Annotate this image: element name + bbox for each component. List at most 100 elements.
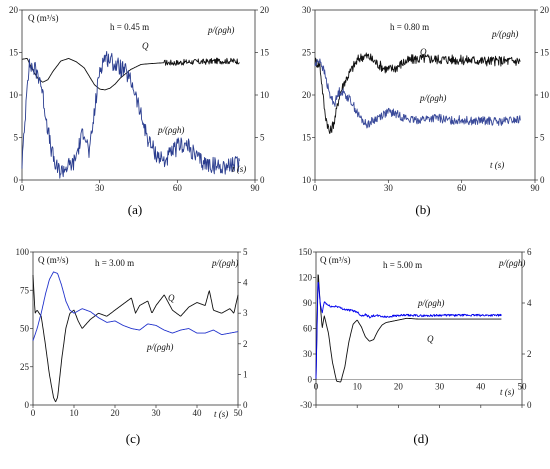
y-tick-label: 0 [14, 175, 19, 185]
series-label-p: p/(ρgh) [417, 298, 444, 308]
y2-tick-label: 0 [527, 400, 532, 410]
series-label-Q: Q [142, 41, 149, 51]
series-line-p [32, 271, 239, 341]
y-tick-label: 150 [299, 247, 313, 257]
x-tick-label: 10 [70, 408, 80, 418]
y2-tick-label: 2 [243, 339, 248, 349]
y-tick-label: 25 [302, 48, 312, 58]
y-tick-label: 30 [302, 5, 312, 15]
y-tick-label: 60 [303, 324, 313, 334]
right-axis-label: p/(ρgh) [211, 258, 238, 268]
right-axis-label: p/(ρgh) [207, 25, 234, 35]
head-annotation: h = 0.80 m [390, 22, 429, 32]
y2-tick-label: 4 [527, 298, 532, 308]
x-tick-label: 40 [193, 408, 203, 418]
x-tick-label: 30 [95, 183, 105, 193]
x-tick-label: 30 [152, 408, 162, 418]
series-label-Q: Q [168, 293, 175, 303]
x-tick-label: 0 [314, 382, 319, 392]
y2-tick-label: 3 [243, 308, 248, 318]
time-axis-label: t (s) [500, 387, 514, 397]
series-label-p: p/(ρgh) [419, 93, 446, 103]
time-axis-label: t (s) [490, 160, 504, 170]
y-tick-label: 15 [9, 48, 19, 58]
time-axis-label: t (s) [232, 164, 246, 174]
y-tick-label: 15 [302, 133, 312, 143]
panel-caption: (d) [413, 431, 428, 446]
y2-tick-label: 5 [540, 133, 545, 143]
y-tick-label: 20 [302, 90, 312, 100]
y2-tick-label: 4 [243, 278, 248, 288]
y-tick-label: 75 [20, 285, 30, 295]
time-axis-label: t (s) [214, 409, 228, 419]
y-tick-label: 20 [9, 5, 19, 15]
series-line-Q [314, 52, 521, 134]
series-label-Q: Q [420, 47, 427, 57]
y-tick-label: 0 [25, 400, 30, 410]
x-tick-label: 90 [531, 183, 541, 193]
y2-tick-label: 5 [243, 247, 248, 257]
x-tick-label: 50 [518, 382, 528, 392]
y2-tick-label: 10 [540, 90, 550, 100]
series-line-Q [21, 57, 240, 91]
y-tick-label: 50 [20, 324, 30, 334]
y-tick-label: 10 [9, 90, 19, 100]
head-annotation: h = 0.45 m [110, 22, 149, 32]
y2-tick-label: 0 [243, 400, 248, 410]
head-annotation: h = 3.00 m [95, 258, 134, 268]
y2-tick-label: 5 [260, 133, 265, 143]
x-tick-label: 0 [31, 408, 36, 418]
y2-tick-label: 15 [540, 48, 550, 58]
x-tick-label: 0 [20, 183, 25, 193]
series-line-p [21, 50, 240, 179]
y-tick-label: 100 [16, 247, 30, 257]
x-tick-label: 60 [457, 183, 467, 193]
x-tick-label: 30 [384, 183, 394, 193]
y-tick-label: 30 [303, 349, 313, 359]
x-tick-label: 20 [394, 382, 404, 392]
y2-tick-label: 20 [260, 5, 270, 15]
y2-tick-label: 0 [260, 175, 265, 185]
y-tick-label: 120 [299, 273, 313, 283]
y-tick-label: 25 [20, 362, 30, 372]
y2-tick-label: 20 [540, 5, 550, 15]
y-tick-label: 0 [308, 375, 313, 385]
series-line-Q [32, 274, 239, 403]
y-tick-label: 5 [14, 133, 19, 143]
x-tick-label: 90 [251, 183, 261, 193]
head-annotation: h = 5.00 m [383, 260, 422, 270]
series-line-p [315, 281, 502, 379]
panel-caption: (a) [128, 202, 142, 217]
y-tick-label: -30 [300, 400, 312, 410]
x-tick-label: 60 [173, 183, 183, 193]
series-label-p: p/(ρgh) [157, 125, 184, 135]
series-line-p [314, 58, 521, 129]
series-label-Q: Q [427, 334, 434, 344]
plot-frame [32, 251, 239, 406]
plot-frame [315, 251, 523, 406]
panel-1: 0 30 60 90 10 15 20 25 30 0 5 10 15 20 p/(ρgh) h = 0.80… [302, 5, 550, 217]
series-line-Q [315, 274, 502, 383]
y2-tick-label: 15 [260, 48, 270, 58]
right-axis-label: p/(ρgh) [491, 29, 518, 39]
panel-caption: (c) [126, 431, 140, 446]
plot-frame [21, 9, 256, 181]
x-tick-label: 30 [435, 382, 445, 392]
x-tick-label: 0 [313, 183, 318, 193]
right-axis-label: p/(ρgh) [498, 258, 525, 268]
y2-tick-label: 6 [527, 247, 532, 257]
y2-tick-label: 2 [527, 349, 532, 359]
left-axis-label: Q (m³/s) [320, 255, 350, 265]
y2-tick-label: 1 [243, 369, 248, 379]
panel-caption: (b) [415, 202, 430, 217]
x-tick-label: 40 [476, 382, 486, 392]
x-tick-label: 10 [353, 382, 363, 392]
x-tick-label: 50 [234, 408, 244, 418]
y2-tick-label: 0 [540, 175, 545, 185]
left-axis-label: Q (m³/s) [38, 255, 68, 265]
x-tick-label: 20 [111, 408, 121, 418]
